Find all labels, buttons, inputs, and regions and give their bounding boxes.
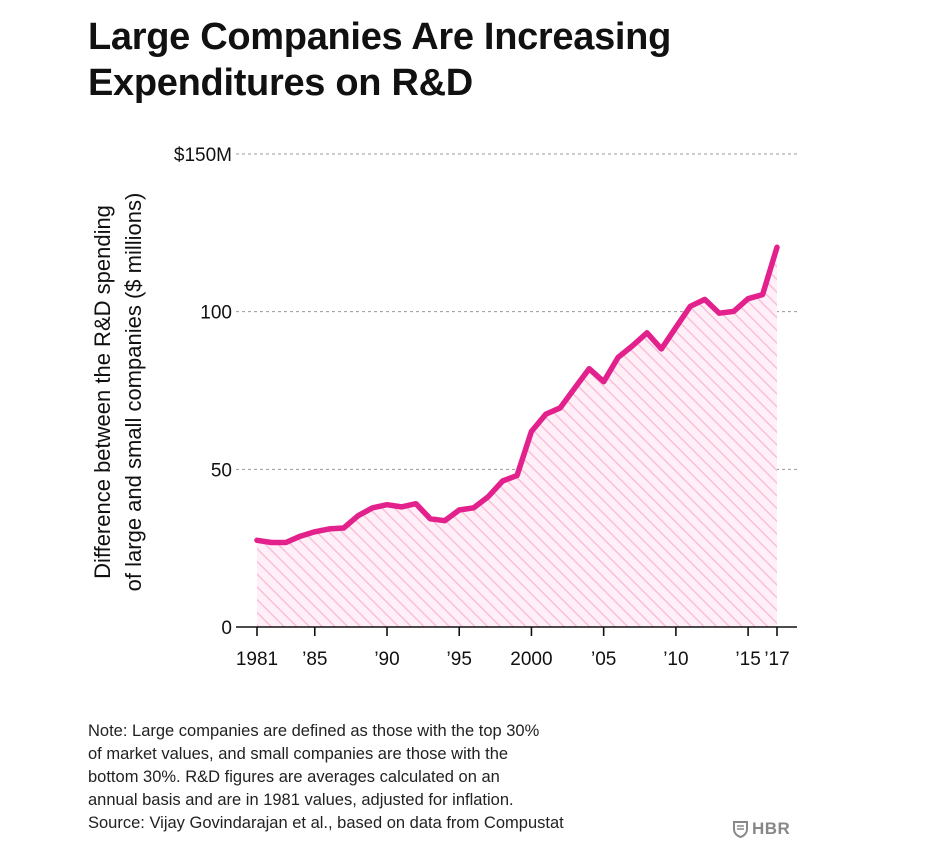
- y-tick-label: 0: [221, 618, 232, 639]
- y-tick-labels: 0 50 100 $150M: [174, 145, 232, 639]
- x-tick-labels: 1981 ’85 ’90 ’95 2000 ’05 ’10 ’15’17: [236, 649, 790, 670]
- note-line: Note: Large companies are defined as tho…: [88, 720, 728, 743]
- source-line: Source: Vijay Govindarajan et al., based…: [88, 812, 728, 835]
- note-line: bottom 30%. R&D figures are averages cal…: [88, 766, 728, 789]
- x-axis: [236, 627, 797, 636]
- shield-icon: [733, 821, 748, 838]
- y-tick-label: 50: [211, 460, 232, 481]
- x-tick-label: ’05: [591, 649, 616, 670]
- logo-text: HBR: [752, 819, 790, 839]
- x-tick-label: 1981: [236, 649, 278, 670]
- x-tick-label: ’10: [663, 649, 688, 670]
- note-line: of market values, and small companies ar…: [88, 743, 728, 766]
- chart-note: Note: Large companies are defined as tho…: [88, 720, 728, 835]
- x-tick-label: ’95: [447, 649, 472, 670]
- note-line: annual basis and are in 1981 values, adj…: [88, 789, 728, 812]
- hbr-logo: HBR: [733, 819, 790, 839]
- y-tick-label: 100: [200, 303, 232, 324]
- y-axis-label-line-2: of large and small companies ($ millions…: [121, 193, 146, 592]
- x-tick-label: 2000: [510, 649, 552, 670]
- x-tick-label: ’15: [735, 649, 760, 670]
- y-axis-label-line-1: Difference between the R&D spending: [90, 205, 115, 579]
- area-chart: 0 50 100 $150M 1981 ’85 ’90 ’95 2000 ’05 ’10 ’15’1…: [0, 0, 940, 700]
- x-tick-label: ’85: [302, 649, 327, 670]
- x-tick-label: ’90: [374, 649, 399, 670]
- x-tick-label: ’17: [764, 649, 789, 670]
- y-tick-label: $150M: [174, 145, 232, 166]
